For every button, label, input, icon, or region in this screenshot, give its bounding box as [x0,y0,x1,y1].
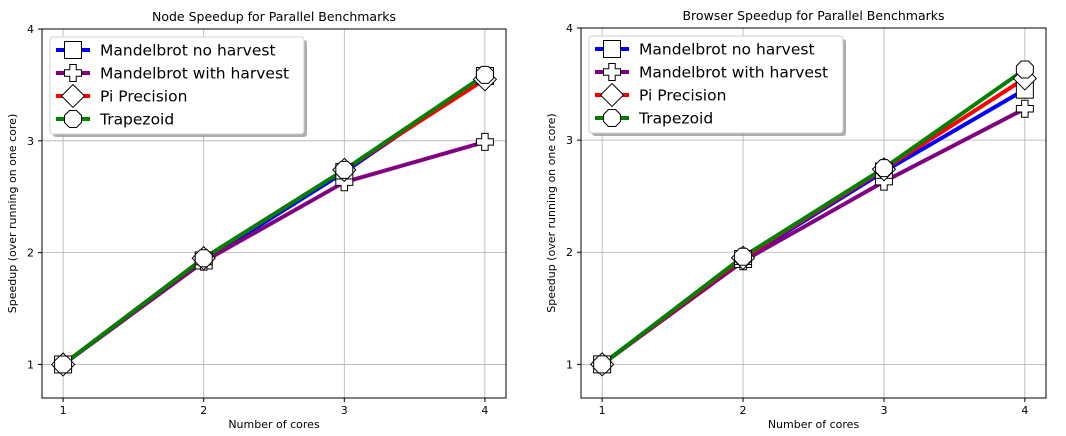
x-tick-label: 3 [880,404,887,417]
legend-label: Pi Precision [639,87,726,105]
series-line-2 [600,106,1026,366]
y-tick-label: 4 [27,23,34,36]
data-point-octagon [475,65,494,84]
legend-marker-square [64,41,82,59]
data-point-octagon [874,159,893,178]
data-point-octagon [54,355,73,374]
y-tick-label: 3 [27,135,34,148]
chart-title: Node Speedup for Parallel Benchmarks [152,9,396,24]
x-tick-label: 3 [341,404,348,417]
legend-marker-plus [603,63,621,81]
series-line-2 [61,140,486,367]
legend-label: Mandelbrot with harvest [639,64,828,82]
data-point-octagon [335,160,354,179]
legend-marker-plus [64,64,82,82]
x-tick-label: 4 [1021,404,1028,417]
x-tick-label: 4 [481,404,488,417]
legend-marker-octagon [64,110,82,128]
plot-frame [41,28,507,399]
legend-label: Trapezoid [99,111,174,129]
legend-marker-diamond [599,82,625,108]
y-axis-label: Speedup (over running on one core) [545,113,558,312]
x-axis-label: Number of cores [228,418,320,431]
chart-panel-1: Node Speedup for Parallel Benchmarks 1 2 3 4… [6,9,507,431]
legend-box [49,36,305,135]
data-point-octagon [734,247,753,266]
x-tick-label: 1 [599,404,606,417]
legend-marker-square [603,40,621,58]
legend-marker-octagon [603,109,621,127]
legend-marker-diamond [60,83,86,109]
legend-label: Mandelbrot with harvest [100,65,289,83]
data-point-plus [335,173,354,192]
data-point-octagon [194,249,213,268]
y-tick-label: 3 [566,134,573,147]
plot-frame [580,27,1047,399]
data-point-plus [475,132,494,151]
x-tick-label: 1 [60,404,67,417]
x-axis-label: Number of cores [768,418,860,431]
legend-label: Pi Precision [100,88,187,106]
x-tick-label: 2 [200,404,207,417]
series-line-4 [61,73,487,367]
legend-label: Mandelbrot no harvest [639,41,815,59]
data-point-plus [874,172,893,191]
data-point-octagon [1015,60,1034,79]
y-tick-label: 4 [566,22,573,35]
data-point-octagon [593,355,612,374]
legend-box [588,35,844,134]
legend: Mandelbrot no harvest Mandelbrot with har… [49,36,307,137]
chart-panel-2: Browser Speedup for Parallel Benchmarks 1… [545,8,1047,431]
y-tick-label: 1 [27,358,34,371]
series-line-4 [600,67,1027,366]
data-point-plus [1015,99,1034,118]
x-tick-label: 2 [740,404,747,417]
y-axis-label: Speedup (over running on one core) [6,114,19,313]
y-tick-label: 2 [566,246,573,259]
legend: Mandelbrot no harvest Mandelbrot with har… [588,35,846,136]
legend-label: Mandelbrot no harvest [100,42,276,60]
legend-label: Trapezoid [638,110,713,128]
chart-title: Browser Speedup for Parallel Benchmarks [682,8,944,23]
y-tick-label: 1 [566,358,573,371]
y-tick-label: 2 [27,247,34,260]
